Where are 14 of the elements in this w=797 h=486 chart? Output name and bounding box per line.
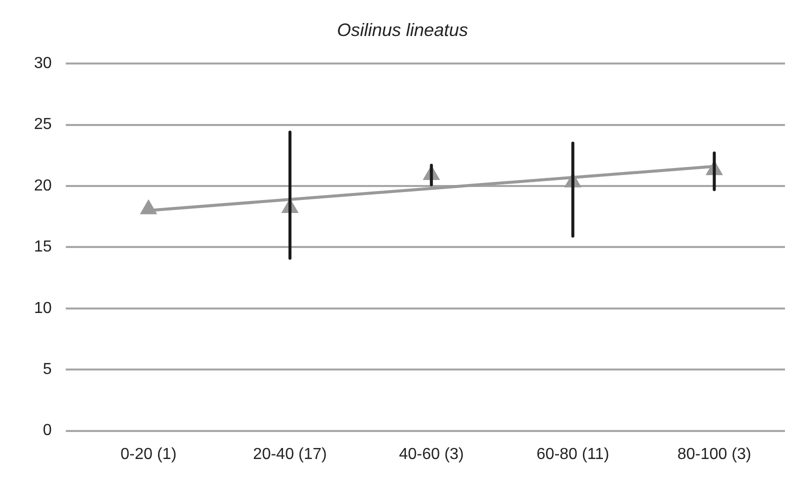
x-tick-label: 20-40 (17) [253,446,327,463]
x-tick-label: 80-100 (3) [677,446,752,463]
point [140,200,157,214]
y-tick-label: 5 [42,361,52,378]
x-tick-label: 0-20 (1) [120,446,177,463]
y-tick-label: 30 [34,55,52,72]
chart-title: Osilinus lineatus [336,20,468,40]
x-tick-label: 60-80 (11) [536,446,610,463]
y-tick-label: 0 [42,422,52,440]
y-tick-label: 15 [34,238,52,256]
y-tick-label: 25 [34,116,52,134]
x-tick-label: 40-60 (3) [398,446,464,463]
y-tick-label: 20 [34,177,52,194]
y-tick-label: 10 [34,300,52,317]
